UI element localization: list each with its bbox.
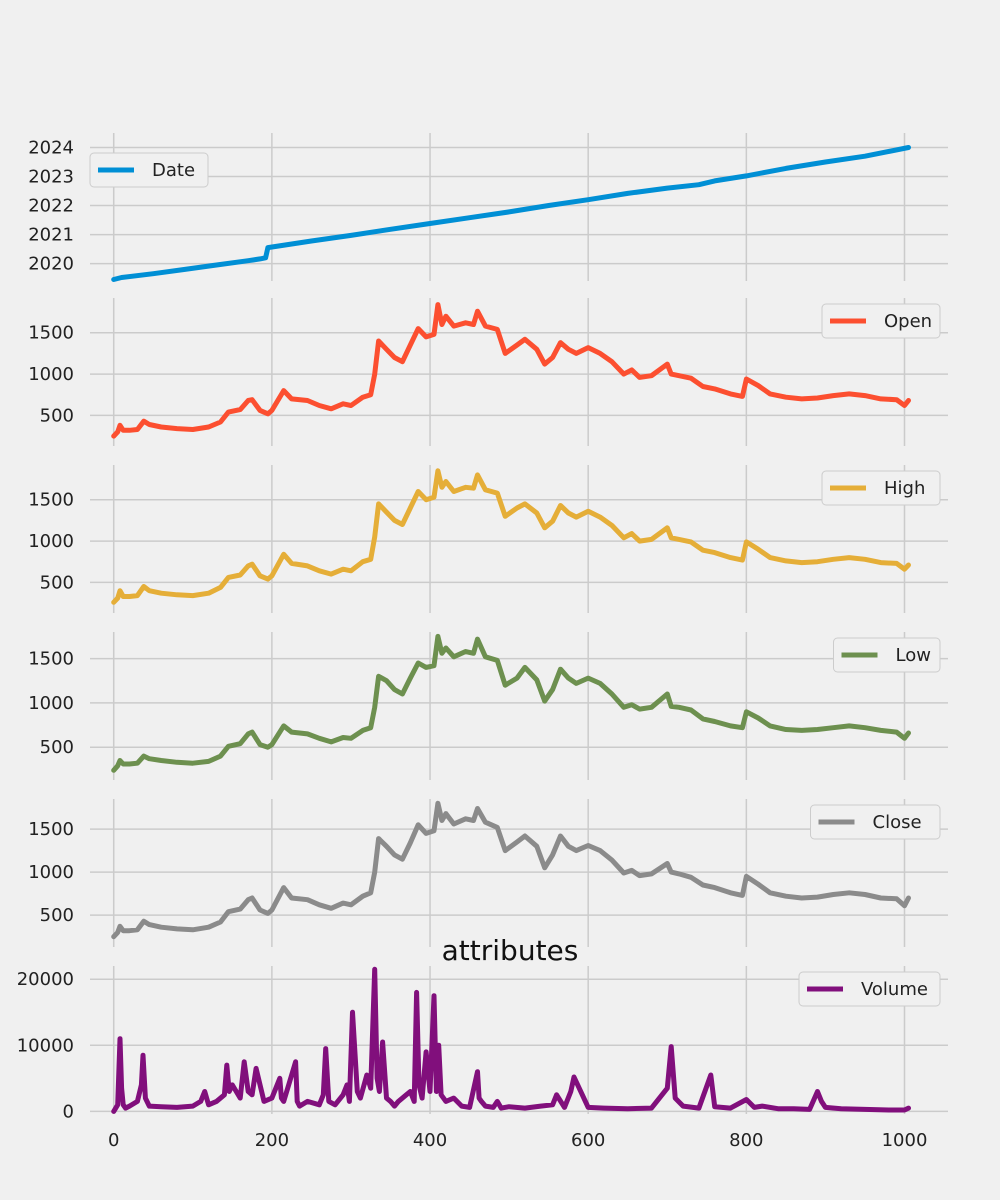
volume-panel: 0 10000 20000 0 200 400 600 800 1000 attributes Vo…	[17, 934, 948, 1151]
y-tick-label: 500	[40, 405, 74, 426]
legend-label: Low	[896, 645, 931, 666]
x-tick-label: 400	[413, 1130, 447, 1151]
date-panel: 2020 2021 2022 2023 2024 Date	[28, 133, 948, 282]
y-tick-label: 1500	[28, 649, 74, 670]
chart-title: attributes	[442, 934, 579, 967]
legend: Open	[821, 303, 941, 339]
legend-label: Close	[873, 812, 922, 833]
legend-box	[89, 152, 209, 188]
legend-label: Open	[884, 311, 932, 332]
legend-box	[821, 470, 941, 506]
x-tick-label: 1000	[882, 1130, 928, 1151]
y-tick-label: 2022	[28, 196, 74, 217]
y-tick-label: 20000	[17, 969, 74, 990]
series-line-high	[111, 468, 911, 605]
y-tick-label: 1500	[28, 490, 74, 511]
high-panel: 500 1000 1500 High	[28, 465, 948, 613]
legend-label: Volume	[861, 979, 928, 1000]
x-tick-label: 600	[571, 1130, 605, 1151]
legend-box	[810, 804, 941, 840]
legend: Date	[89, 152, 209, 188]
legend-box	[821, 303, 941, 339]
y-tick-label: 1500	[28, 323, 74, 344]
series-line-volume	[111, 966, 911, 1114]
x-tick-label: 0	[108, 1130, 119, 1151]
y-tick-label: 10000	[17, 1035, 74, 1056]
legend: Close	[810, 804, 941, 840]
y-tick-label: 500	[40, 737, 74, 758]
y-tick-label: 500	[40, 905, 74, 926]
open-panel: 500 1000 1500 Open	[28, 298, 948, 446]
y-tick-label: 1000	[28, 862, 74, 883]
y-tick-label: 500	[40, 572, 74, 593]
y-tick-label: 0	[63, 1101, 74, 1122]
y-tick-label: 2021	[28, 225, 74, 246]
legend-box	[833, 637, 941, 673]
legend: Volume	[798, 971, 941, 1007]
chart-panels: 20202021202220232024Date50010001500Open5…	[17, 133, 948, 1151]
legend: High	[821, 470, 941, 506]
series-line-close	[111, 800, 911, 940]
y-tick-label: 2024	[28, 138, 74, 159]
y-tick-label: 1000	[28, 531, 74, 552]
low-panel: 500 1000 1500 Low	[28, 632, 948, 780]
y-tick-label: 2023	[28, 167, 74, 188]
legend-label: High	[884, 478, 925, 499]
legend: Low	[833, 637, 941, 673]
x-tick-label: 200	[255, 1130, 289, 1151]
close-panel: 500 1000 1500 Close	[28, 799, 948, 947]
y-tick-label: 1000	[28, 693, 74, 714]
legend-label: Date	[152, 160, 195, 181]
x-tick-label: 800	[729, 1130, 763, 1151]
y-tick-label: 2020	[28, 254, 74, 275]
legend-box	[798, 971, 941, 1007]
y-tick-label: 1500	[28, 819, 74, 840]
series-line-low	[111, 633, 911, 773]
series-line-open	[111, 302, 911, 439]
series-line-date	[111, 145, 911, 282]
y-tick-label: 1000	[28, 364, 74, 385]
